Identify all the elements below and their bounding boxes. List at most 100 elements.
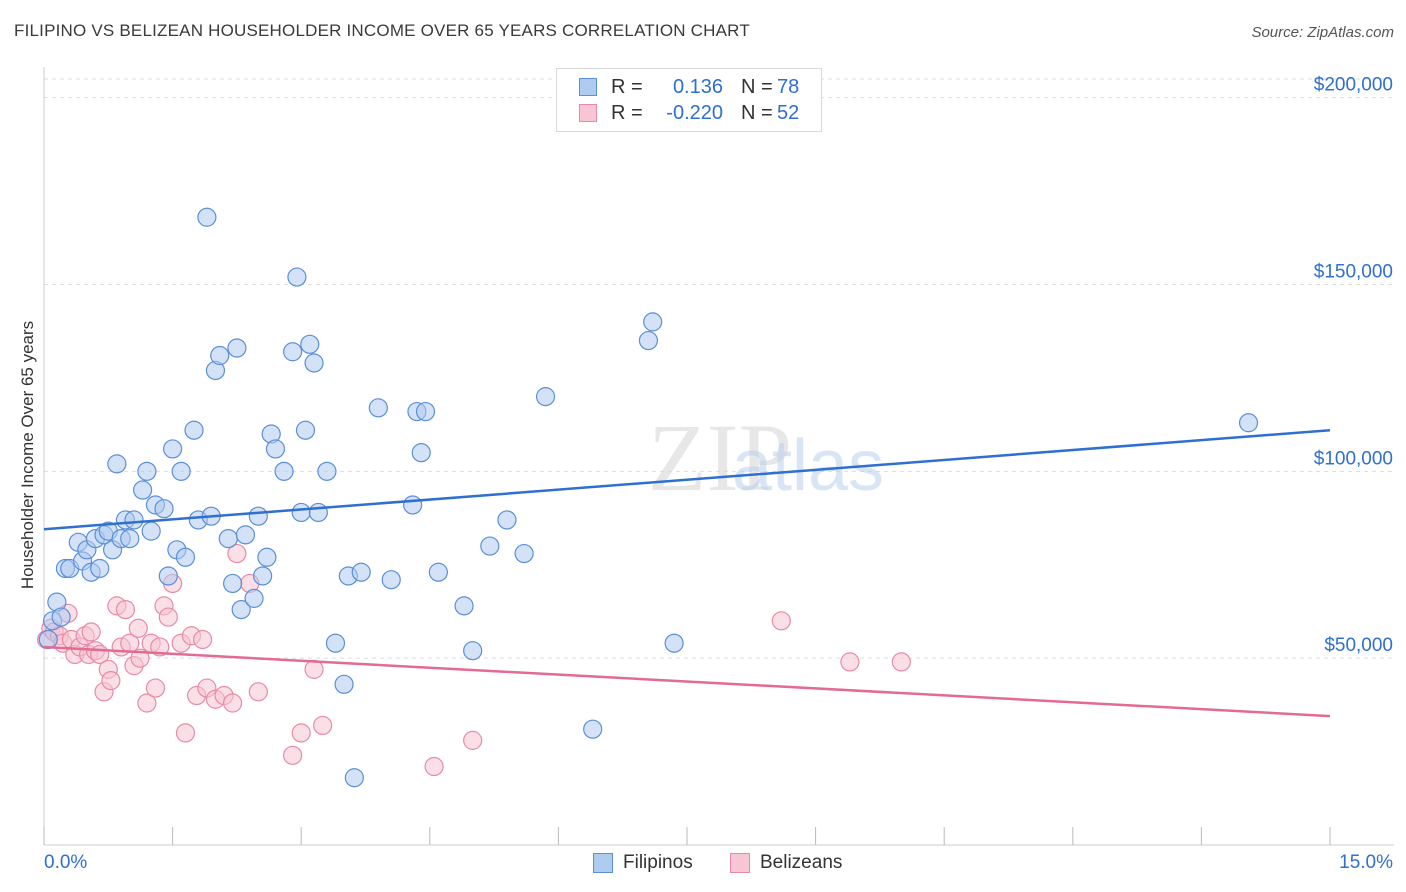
filipino-point xyxy=(304,353,324,373)
filipino-point xyxy=(463,641,483,661)
filipino-point xyxy=(317,461,337,481)
bottom-legend-filipinos: Filipinos xyxy=(593,852,693,874)
filipino-point xyxy=(223,573,243,594)
filipino-point xyxy=(368,398,388,418)
legend-r-label: R = xyxy=(611,75,643,98)
filipino-point xyxy=(231,599,251,620)
belizean-point xyxy=(128,618,148,638)
belizean-point xyxy=(463,730,483,750)
filipino-point xyxy=(643,312,663,332)
y-tick-labels: $50,000 $100,000 $150,000 $200,000 xyxy=(1314,75,1393,656)
filipinos-swatch xyxy=(579,78,597,96)
filipinos-legend-label: Filipinos xyxy=(623,852,693,873)
y-tick-label: $150,000 xyxy=(1314,262,1393,283)
belizeans-legend-label: Belizeans xyxy=(760,852,843,873)
filipino-point xyxy=(295,420,316,440)
belizean-point xyxy=(158,607,178,627)
legend-n-label: N = xyxy=(741,101,773,124)
legend-n-value: 52 xyxy=(777,101,800,124)
legend-r-value: 0.136 xyxy=(672,75,723,98)
filipino-point xyxy=(235,525,256,545)
filipino-point xyxy=(411,443,431,463)
x-tick-label-max: 15.0% xyxy=(1339,852,1393,873)
belizean-point xyxy=(840,652,860,672)
x-tick-label-min: 0.0% xyxy=(44,852,88,873)
belizean-point xyxy=(150,637,170,657)
y-tick-label: $200,000 xyxy=(1314,75,1393,96)
filipino-point xyxy=(158,566,178,586)
belizean-point xyxy=(424,756,444,777)
filipino-point xyxy=(403,495,423,515)
legend-row-belizeans: R = -0.220 N = 52 xyxy=(579,100,799,126)
belizean-point xyxy=(193,629,213,650)
belizeans-legend-swatch xyxy=(730,853,750,873)
filipino-point xyxy=(583,719,603,739)
filipino-point xyxy=(175,547,196,567)
belizean-point xyxy=(223,693,243,713)
chart-title: FILIPINO VS BELIZEAN HOUSEHOLDER INCOME … xyxy=(14,21,750,40)
belizean-point xyxy=(101,670,121,691)
source-label: Source: ZipAtlas.com xyxy=(1251,24,1394,41)
watermark-zip: ZIP xyxy=(648,404,792,511)
filipino-point xyxy=(308,502,328,523)
filipino-point xyxy=(257,547,277,567)
legend-n-label: N = xyxy=(741,75,773,98)
legend-row-filipinos: R = 0.136 N = 78 xyxy=(579,74,799,100)
filipino-point xyxy=(454,596,474,616)
filipino-point xyxy=(351,562,371,582)
filipino-point xyxy=(664,633,684,653)
filipino-point xyxy=(381,570,401,590)
filipino-point xyxy=(638,330,659,351)
filipino-point xyxy=(137,461,157,481)
belizeans-swatch xyxy=(579,104,597,122)
filipino-point xyxy=(184,420,204,440)
filipino-point xyxy=(497,510,517,530)
filipino-point xyxy=(287,267,307,287)
filipino-point xyxy=(274,461,294,481)
belizean-point xyxy=(891,652,911,672)
grid-lines xyxy=(44,78,1394,659)
filipino-point xyxy=(300,334,320,354)
filipino-point xyxy=(428,562,448,582)
filipino-point xyxy=(124,510,144,530)
belizean-point xyxy=(145,678,166,698)
filipino-point xyxy=(227,338,247,358)
axes xyxy=(43,67,1394,846)
filipino-point xyxy=(51,607,71,627)
filipino-point xyxy=(344,768,364,788)
y-tick-label: $50,000 xyxy=(1324,635,1393,656)
filipino-point xyxy=(480,536,500,556)
filipino-point xyxy=(90,558,110,579)
filipino-point xyxy=(283,342,303,362)
belizean-point xyxy=(175,723,196,743)
belizean-point xyxy=(115,599,136,620)
filipino-point xyxy=(197,207,217,227)
belizean-point xyxy=(81,622,101,642)
filipino-point xyxy=(291,502,311,523)
filipino-point xyxy=(265,439,286,459)
trend-lines xyxy=(43,428,1331,718)
legend-r-label: R = xyxy=(611,101,643,124)
y-tick-label: $100,000 xyxy=(1314,448,1393,469)
belizean-point xyxy=(291,723,311,743)
filipino-point xyxy=(248,506,268,526)
filipino-point xyxy=(38,629,58,650)
belizean-point xyxy=(304,659,324,679)
filipino-point xyxy=(132,480,153,500)
filipinos-trend-line xyxy=(43,428,1331,531)
belizean-point xyxy=(137,693,157,713)
filipino-point xyxy=(244,588,264,608)
belizean-point xyxy=(283,745,303,765)
filipino-point xyxy=(334,674,354,694)
filipino-point xyxy=(514,543,534,564)
filipinos-points xyxy=(38,207,1259,788)
filipino-point xyxy=(415,401,436,422)
legend-n-value: 78 xyxy=(777,75,800,98)
filipino-point xyxy=(1238,413,1259,433)
bottom-legend-belizeans: Belizeans xyxy=(730,852,842,874)
belizean-point xyxy=(313,715,333,736)
y-axis-label: Householder Income Over 65 years xyxy=(18,320,37,590)
filipino-point xyxy=(141,521,161,541)
filipino-point xyxy=(253,566,273,586)
